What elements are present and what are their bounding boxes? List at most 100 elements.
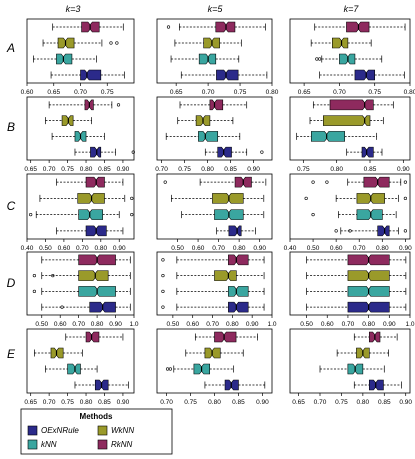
panel-B-k7: 0.75 0.80 0.85 0.90 xyxy=(289,96,411,173)
panel-D-k3: 0.50 0.60 0.70 0.80 0.90 1.0 xyxy=(26,251,139,328)
panel-C-k7-wknn-outlier-0 xyxy=(304,196,308,200)
panel-B-k3-oexnrule-outlier-0 xyxy=(131,150,135,154)
panel-A-k5-tick-label-3: 0.80 xyxy=(266,89,279,96)
panel-C-k3-tick-label-4: 0.80 xyxy=(94,245,107,252)
panel-A-k7-frame xyxy=(289,18,411,84)
panel-B-k5-tick-label-3: 0.85 xyxy=(224,166,237,173)
panel-E-k3-tick-label-1: 0.70 xyxy=(43,399,56,406)
panel-A-k7-oexnrule-box xyxy=(354,69,376,81)
panel-A-k7-knn-outlier-1 xyxy=(318,57,322,61)
panel-C-k3-tick-label-1: 0.50 xyxy=(39,245,52,252)
panel-E-k7-frame xyxy=(289,328,411,394)
panel-D-k3-tick-label-5: 1.0 xyxy=(129,321,138,328)
panel-D-k7-frame xyxy=(289,251,411,316)
panel-A-k7-tick-label-0: 0.65 xyxy=(298,89,311,96)
panel-A-k5-rknn-box xyxy=(215,21,236,33)
panel-D-k7-tick-label-1: 0.60 xyxy=(321,321,334,328)
panel-A-k3-knn-box xyxy=(56,53,73,65)
panel-A-k7-wknn-box xyxy=(332,37,349,49)
panel-A-k5-knn-box xyxy=(198,53,217,65)
panel-E-k5-knn-outlier-0 xyxy=(165,367,170,371)
panel-A-k7-knn-outlier-0 xyxy=(315,57,319,61)
legend-title: Methods xyxy=(80,412,113,421)
panel-E-k5-tick-label-3: 0.85 xyxy=(232,399,245,406)
panel-E-k5-rknn-box xyxy=(214,331,237,343)
panel-C-k3-knn-box xyxy=(78,209,103,220)
col-header-k3: k=3 xyxy=(66,4,81,14)
panel-B-k3-tick-label-1: 0.70 xyxy=(43,166,56,173)
panel-B-k3-frame xyxy=(26,96,135,161)
panel-B-k7-wknn-box xyxy=(323,115,371,126)
panel-D-k5-frame xyxy=(156,251,273,316)
panel-B-k3-oexnrule-box xyxy=(90,146,102,158)
panel-D-k3-tick-label-4: 0.90 xyxy=(109,321,122,328)
panel-C-k7-tick-label-2: 0.60 xyxy=(330,245,343,252)
panel-D-k5-tick-label-4: 0.90 xyxy=(246,321,259,328)
panel-D-k3-wknn-outlier-0 xyxy=(32,274,36,278)
row-label-E: E xyxy=(7,347,16,361)
panel-D-k3-tick-label-2: 0.70 xyxy=(72,321,85,328)
panel-C-k7-tick-label-0: 0.40 xyxy=(284,245,297,252)
panel-B-k7-tick-label-1: 0.80 xyxy=(330,166,343,173)
panel-E-k7-tick-label-2: 0.75 xyxy=(335,399,348,406)
panel-E-k5: 0.70 0.75 0.80 0.85 0.90 xyxy=(156,328,273,406)
panel-B-k3-rknn-outlier-0 xyxy=(116,103,121,107)
panel-C-k7-tick-label-4: 0.80 xyxy=(376,245,389,252)
panel-E-k3: 0.65 0.70 0.75 0.80 0.85 0.90 xyxy=(24,328,135,406)
panel-B-k3: 0.65 0.70 0.75 0.80 0.85 0.90 xyxy=(24,96,135,173)
panel-B-k5-tick-label-2: 0.80 xyxy=(201,166,214,173)
panel-C-k3-tick-label-5: 0.90 xyxy=(113,245,126,252)
panel-C-k5-tick-label-1: 0.60 xyxy=(192,245,205,252)
row-label-A: A xyxy=(6,41,15,55)
panel-C-k7-rknn-outlier-0 xyxy=(311,180,315,184)
panel-C-k3: 0.40 0.50 0.60 0.70 0.80 0.90 xyxy=(21,173,135,252)
panel-D-k5-rknn-box xyxy=(228,254,249,266)
panel-B-k5-frame xyxy=(156,96,273,161)
column-headers: k=3 k=5 k=7 xyxy=(66,4,360,14)
panel-A-k5-oexnrule-box xyxy=(216,69,239,81)
row-label-B: B xyxy=(7,120,15,134)
panel-B-k3-tick-label-4: 0.85 xyxy=(98,166,111,173)
panel-D-k5-knn-outlier-0 xyxy=(161,289,165,293)
panel-D-k3-oexnrule-outlier-0 xyxy=(60,305,64,309)
panel-E-k7-tick-label-1: 0.70 xyxy=(314,399,327,406)
panel-C-k5-tick-label-3: 0.80 xyxy=(233,245,246,252)
panel-D-k7-tick-label-2: 0.70 xyxy=(342,321,355,328)
panel-B-k5: 0.70 0.75 0.80 0.85 0.90 xyxy=(155,96,273,173)
panel-D-k7-tick-label-4: 0.90 xyxy=(383,321,396,328)
panel-A-k5-frame xyxy=(156,18,273,84)
panel-C-k5-rknn-outlier-0 xyxy=(163,180,167,184)
legend-swatch-wknn xyxy=(97,425,108,436)
panel-D-k7-tick-label-3: 0.80 xyxy=(362,321,375,328)
panel-E-k3-tick-label-2: 0.75 xyxy=(61,399,74,406)
panel-B-k5-oexnrule-box xyxy=(217,146,232,158)
panel-C-k5-tick-label-4: 0.90 xyxy=(253,245,266,252)
panel-A-k5-tick-label-2: 0.75 xyxy=(234,89,247,96)
panel-A-k7-tick-label-3: 0.80 xyxy=(404,89,415,96)
legend: Methods OExNRule WkNN kNN RkNN xyxy=(20,408,173,455)
panel-B-k3-tick-label-3: 0.80 xyxy=(80,166,93,173)
panel-B-k3-wknn-box xyxy=(61,115,74,126)
panel-E-k3-tick-label-5: 0.90 xyxy=(117,399,130,406)
panel-D-k5-oexnrule-outlier-0 xyxy=(161,305,165,309)
panel-E-k5-knn-outlier-1 xyxy=(168,367,173,371)
panel-A-k3-tick-label-2: 0.70 xyxy=(74,89,87,96)
panel-A-k3-tick-label-3: 0.75 xyxy=(101,89,114,96)
panel-A-k3-oexnrule-box xyxy=(80,69,102,81)
panel-D-k5-tick-label-1: 0.60 xyxy=(186,321,199,328)
legend-label-rknn: RkNN xyxy=(111,440,133,449)
panel-E-k3-tick-label-0: 0.65 xyxy=(24,399,37,406)
panel-D-k5-oexnrule-box xyxy=(228,301,249,313)
panel-A-k5-tick-label-1: 0.70 xyxy=(202,89,215,96)
panel-D-k5-tick-label-0: 0.50 xyxy=(167,321,180,328)
panel-D-k3-tick-label-3: 0.80 xyxy=(91,321,104,328)
panel-B-k3-tick-label-0: 0.65 xyxy=(24,166,37,173)
panel-B-k5-tick-label-0: 0.70 xyxy=(155,166,168,173)
panel-B-k3-tick-label-5: 0.90 xyxy=(117,166,130,173)
panel-E-k3-knn-box xyxy=(67,363,81,375)
panel-D-k3-frame xyxy=(26,251,135,316)
panel-A-k7-knn-box xyxy=(339,53,356,65)
panel-D-k7: 0.50 0.60 0.70 0.80 0.90 1.0 xyxy=(289,251,415,328)
panel-D-k5-rknn-outlier-0 xyxy=(161,258,165,262)
